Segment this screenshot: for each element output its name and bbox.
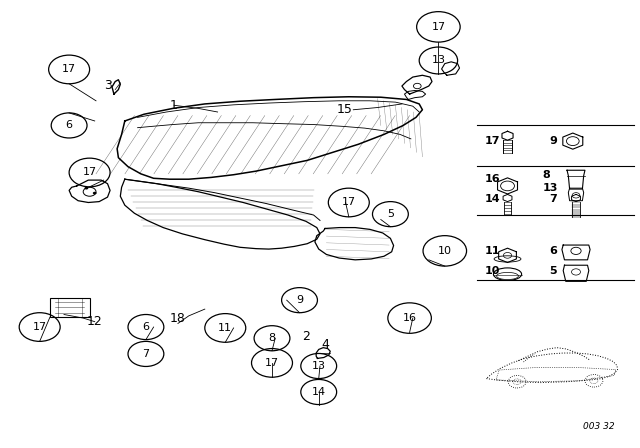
Text: 12: 12 (87, 315, 102, 328)
Text: 8: 8 (543, 170, 550, 180)
Text: 14: 14 (312, 387, 326, 397)
Text: 8: 8 (268, 333, 276, 343)
Text: 13: 13 (431, 56, 445, 65)
Text: 6: 6 (143, 322, 149, 332)
Text: 9: 9 (549, 136, 557, 146)
Text: 5: 5 (549, 266, 557, 276)
Circle shape (84, 187, 88, 190)
Text: 003 32: 003 32 (583, 422, 614, 431)
Text: 17: 17 (485, 136, 500, 146)
Text: 17: 17 (62, 65, 76, 74)
Text: 15: 15 (337, 103, 352, 116)
Text: 11: 11 (485, 246, 500, 256)
Text: 6: 6 (66, 121, 72, 130)
Text: 7: 7 (142, 349, 150, 359)
Text: 13: 13 (543, 183, 558, 193)
Text: 5: 5 (387, 209, 394, 219)
Text: 9: 9 (296, 295, 303, 305)
Text: 18: 18 (170, 311, 186, 325)
Text: 10: 10 (438, 246, 452, 256)
Text: 4: 4 (321, 337, 329, 351)
Circle shape (93, 192, 97, 194)
Text: 17: 17 (83, 168, 97, 177)
Text: 14: 14 (485, 194, 500, 204)
Text: 17: 17 (265, 358, 279, 368)
Text: 7: 7 (549, 194, 557, 204)
Text: 6: 6 (549, 246, 557, 256)
Text: 16: 16 (403, 313, 417, 323)
Text: 17: 17 (342, 198, 356, 207)
Text: 2: 2 (302, 330, 310, 344)
Text: 16: 16 (485, 174, 500, 184)
Text: 17: 17 (33, 322, 47, 332)
Text: 13: 13 (312, 361, 326, 371)
Text: 1: 1 (170, 99, 178, 112)
Text: 3: 3 (104, 78, 111, 92)
Text: 17: 17 (431, 22, 445, 32)
Text: 11: 11 (218, 323, 232, 333)
Text: 10: 10 (485, 266, 500, 276)
